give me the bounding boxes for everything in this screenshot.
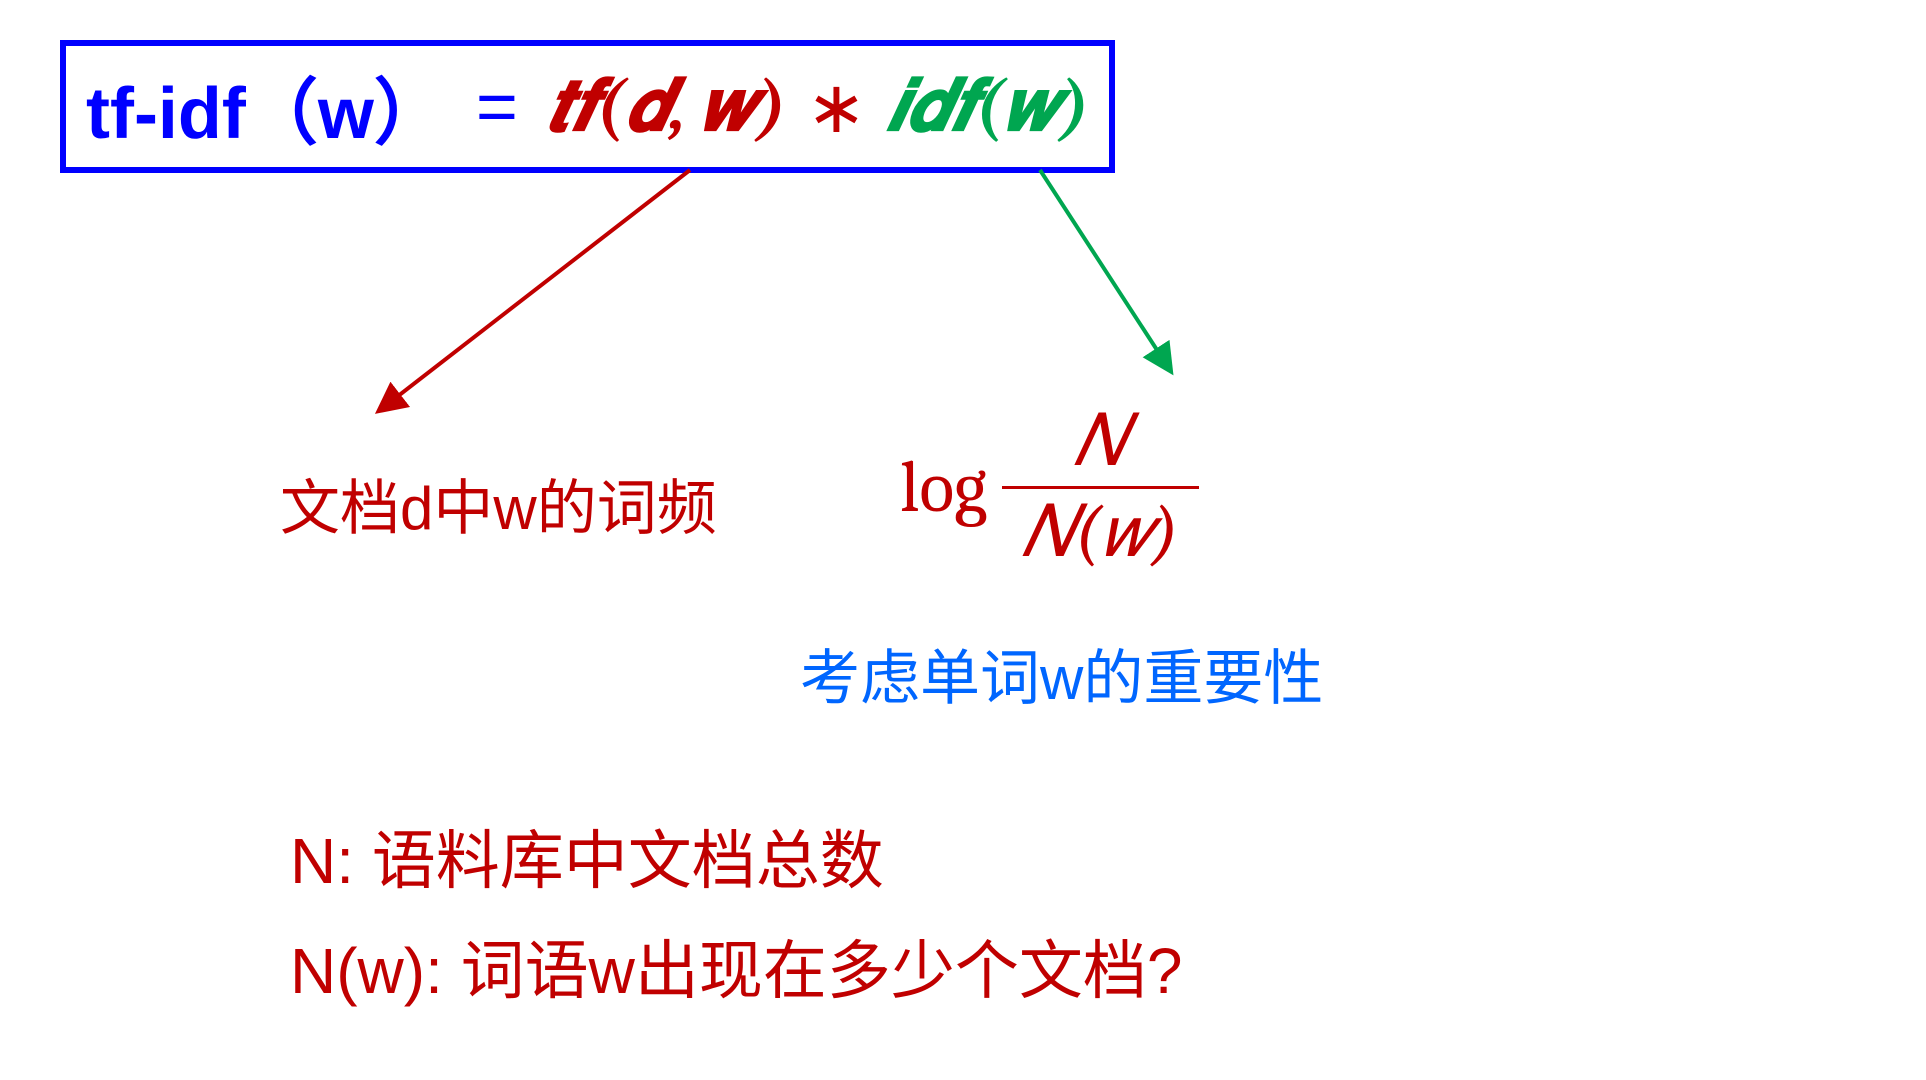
- tf-label: 文档d中w的词频: [280, 460, 717, 547]
- idf-fraction: 𝑁 𝑁(𝑤): [1002, 400, 1198, 575]
- definition-n: N: 语料库中文档总数: [290, 810, 884, 902]
- formula-multiply: ∗: [806, 65, 866, 149]
- definition-nw: N(w): 词语w出现在多少个文档?: [290, 920, 1182, 1012]
- formula-idf-term: 𝒊𝒅𝒇(𝒘): [887, 65, 1090, 149]
- arrow-green: [1040, 170, 1170, 370]
- formula-lhs: tf-idf（w）: [86, 54, 446, 159]
- idf-numerator: 𝑁: [1054, 400, 1147, 486]
- formula-tf-term: 𝒕𝒇(𝒅, 𝒘): [548, 65, 786, 149]
- idf-log: log: [900, 446, 987, 529]
- idf-formula: log 𝑁 𝑁(𝑤): [900, 400, 1199, 575]
- formula-equals: =: [476, 66, 518, 148]
- arrow-red: [380, 170, 690, 410]
- idf-caption: 考虑单词w的重要性: [800, 630, 1323, 717]
- idf-denominator: 𝑁(𝑤): [1002, 486, 1198, 575]
- formula-box: tf-idf（w） = 𝒕𝒇(𝒅, 𝒘) ∗ 𝒊𝒅𝒇(𝒘): [60, 40, 1115, 173]
